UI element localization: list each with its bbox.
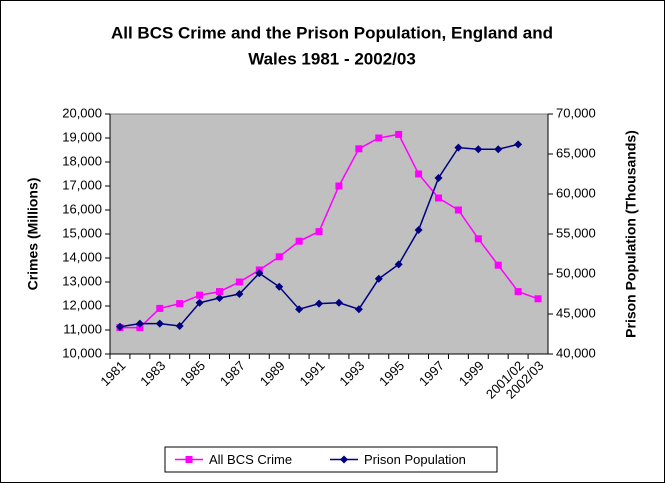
point (534, 295, 542, 303)
chart-title: Wales 1981 - 2002/03 (248, 49, 416, 68)
point (315, 299, 324, 308)
y-axis-title: Crimes (Millions) (25, 178, 41, 291)
point (375, 134, 383, 142)
y-tick-label: 17,000 (62, 177, 102, 192)
point (156, 304, 164, 312)
point (275, 253, 283, 261)
legend-label: Prison Population (364, 452, 466, 467)
point (434, 174, 443, 182)
point (235, 278, 243, 286)
legend-label: All BCS Crime (209, 452, 292, 467)
y2-tick-label: 45,000 (556, 305, 596, 320)
point (395, 130, 403, 138)
point (115, 322, 124, 331)
point (135, 319, 144, 328)
y-tick-label: 14,000 (62, 249, 102, 264)
point (494, 261, 502, 269)
point (514, 140, 523, 149)
y-tick-label: 19,000 (62, 129, 102, 144)
y2-axis-title: Prison Population (Thousands) (623, 130, 639, 338)
point (340, 455, 348, 464)
y-tick-label: 12,000 (62, 297, 102, 312)
point (196, 291, 204, 299)
point (175, 322, 184, 330)
series-line (119, 133, 539, 329)
point (494, 145, 503, 154)
chart-title: All BCS Crime and the Prison Population,… (111, 23, 553, 42)
y-tick-label: 20,000 (62, 105, 102, 120)
y2-tick-label: 55,000 (556, 225, 596, 240)
point (394, 260, 403, 269)
point (195, 298, 204, 307)
y-tick-label: 13,000 (62, 273, 102, 288)
point (514, 288, 522, 296)
point (295, 237, 303, 245)
y2-tick-label: 50,000 (556, 265, 596, 280)
point (315, 228, 323, 236)
y-tick-label: 10,000 (62, 345, 102, 360)
point (414, 226, 423, 234)
point (335, 182, 343, 190)
point (354, 305, 363, 314)
point (295, 305, 304, 314)
point (334, 298, 343, 307)
y2-tick-label: 65,000 (556, 145, 596, 160)
point (355, 145, 363, 153)
point (155, 319, 164, 328)
point (216, 288, 223, 296)
point (255, 269, 264, 278)
y-tick-label: 18,000 (62, 153, 102, 168)
y2-tick-label: 70,000 (556, 105, 596, 120)
point (185, 456, 193, 463)
y2-tick-label: 40,000 (556, 345, 596, 360)
point (474, 145, 483, 154)
point (435, 194, 442, 202)
point (474, 235, 482, 243)
y-tick-label: 16,000 (62, 201, 102, 216)
point (454, 143, 463, 152)
y-tick-label: 11,000 (63, 321, 102, 336)
plot-area (109, 113, 549, 355)
point (235, 290, 244, 298)
point (176, 300, 184, 308)
point (415, 170, 423, 178)
y2-tick-label: 60,000 (556, 185, 596, 200)
point (275, 282, 284, 291)
point (454, 206, 462, 214)
y-tick-label: 15,000 (62, 225, 102, 240)
point (215, 294, 224, 302)
point (374, 274, 383, 283)
